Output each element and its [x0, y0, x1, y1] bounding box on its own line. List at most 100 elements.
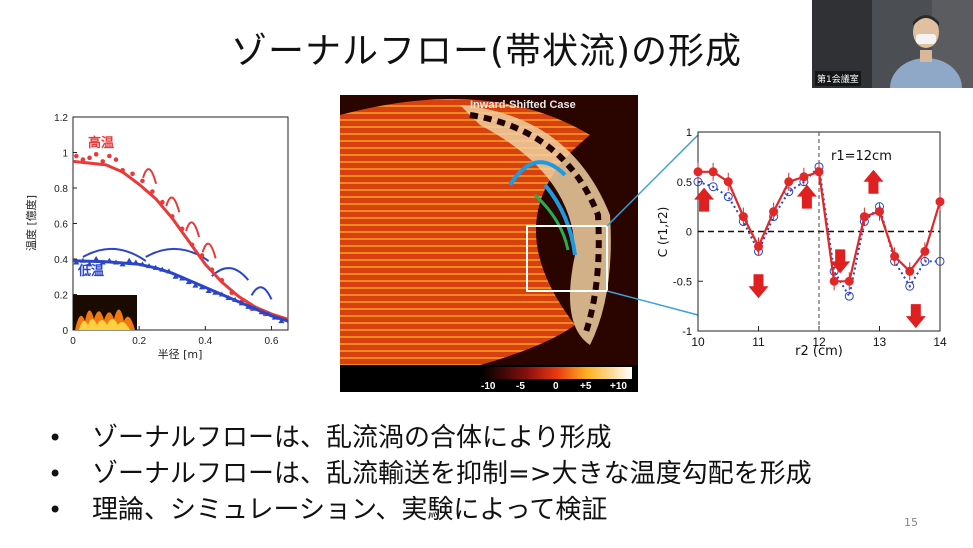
model-point: [708, 182, 718, 192]
data-point: [875, 207, 884, 217]
data-point: [708, 167, 718, 177]
arrow-up-icon: [694, 187, 715, 212]
data-point: [99, 259, 106, 265]
data-point: [160, 199, 165, 205]
data-point: [218, 291, 225, 297]
data-point: [189, 242, 195, 248]
data-point: [212, 289, 219, 295]
bullet-item: • 理論、シミュレーション、実験によって検証: [48, 492, 812, 528]
bullet-list: • ゾーナルフローは、乱流渦の合体により形成 • ゾーナルフローは、乱流輸送を抑制=…: [48, 420, 812, 528]
x-axis-label: 半径 [m]: [158, 347, 203, 361]
data-point: [107, 153, 112, 159]
eddy-arc: [185, 221, 201, 238]
data-point: [150, 189, 155, 194]
data-point: [258, 309, 265, 315]
model-point: [905, 281, 915, 291]
y-tick-label: 1: [62, 149, 68, 160]
colorbar-label: +10: [610, 381, 627, 392]
data-point: [905, 266, 915, 276]
bullet-dot: •: [48, 424, 63, 452]
data-point: [152, 264, 159, 270]
x-tick-label: 11: [752, 335, 765, 349]
zoom-callout-lines: [606, 134, 699, 316]
bullet-dot: •: [48, 496, 63, 524]
data-point: [229, 290, 235, 296]
arrow-down-icon: [748, 274, 769, 299]
model-point: [935, 256, 945, 266]
low-temp-label: 低温: [77, 263, 104, 279]
y-axis-label: 温度 [億度]: [24, 195, 38, 251]
x-tick-label: 0.4: [198, 336, 212, 347]
high-temp-label: 高温: [88, 135, 114, 151]
x-tick-label: 13: [873, 335, 887, 349]
x-axis-label: r2 (cm): [795, 344, 843, 359]
webcam-video: 第1会議室: [812, 0, 973, 88]
arrow-down-icon: [830, 249, 851, 274]
data-point: [146, 263, 153, 269]
simulation-title: Inward-Shifted Case: [470, 99, 576, 111]
zoom-box: [526, 225, 608, 292]
data-point: [890, 251, 900, 261]
data-point: [935, 197, 945, 207]
y-tick-label: -1: [682, 326, 692, 338]
data-point: [179, 275, 186, 281]
data-point: [80, 157, 86, 162]
data-point: [139, 261, 146, 267]
y-tick-label: 0.2: [54, 291, 68, 302]
data-point: [192, 282, 199, 288]
data-point: [859, 212, 869, 222]
data-point: [829, 276, 839, 286]
y-tick-label: 0.5: [677, 177, 692, 189]
data-point: [93, 256, 100, 261]
bullet-text: ゾーナルフローは、乱流渦の合体により形成: [92, 423, 612, 453]
data-point: [87, 155, 92, 161]
data-point: [179, 226, 185, 232]
data-point: [723, 177, 733, 187]
data-point: [106, 257, 113, 263]
data-point: [73, 259, 80, 265]
bullet-item: • ゾーナルフローは、乱流渦の合体により形成: [48, 420, 812, 456]
colorbar: [482, 367, 632, 379]
data-point: [784, 177, 794, 187]
turbulence-simulation: [340, 95, 638, 392]
data-point: [265, 311, 272, 317]
webcam-room-label: 第1会議室: [815, 71, 861, 86]
y-tick-label: 1.2: [54, 113, 68, 124]
eddy-arc: [201, 242, 217, 259]
data-point: [238, 300, 245, 306]
data-point: [79, 257, 86, 263]
colorbar-label: -10: [481, 381, 496, 392]
arrow-up-icon: [796, 184, 817, 209]
data-point: [769, 207, 779, 217]
colorbar-label: -5: [516, 381, 525, 392]
data-point: [754, 241, 763, 251]
data-point: [199, 253, 205, 258]
presenter-figure: [812, 0, 973, 88]
data-point: [199, 284, 205, 290]
y-tick-label: 0.4: [54, 255, 68, 266]
data-point: [113, 259, 119, 265]
data-point: [169, 214, 175, 219]
y-tick-label: 0: [62, 326, 68, 337]
x-tick-label: 12: [812, 335, 826, 349]
data-point: [126, 257, 133, 263]
data-point: [799, 172, 809, 182]
model-line: [697, 164, 940, 299]
arrow-up-icon: [863, 169, 884, 194]
x-tick-label: 10: [691, 335, 705, 349]
data-point: [132, 259, 139, 265]
data-point: [165, 268, 172, 274]
y-tick-label: 0.6: [54, 220, 68, 231]
x-tick-label: 0.2: [132, 336, 146, 347]
eddy-arc: [165, 196, 181, 213]
data-point: [844, 276, 854, 286]
data-point: [693, 167, 703, 177]
data-point: [86, 261, 93, 267]
data-point: [814, 167, 824, 177]
y-tick-label: 0.8: [54, 184, 68, 195]
r1-annotation: r1=12cm: [831, 149, 892, 164]
simulation-image: Inward-Shifted Case -10 -5 0 +5 +10: [340, 95, 638, 392]
colorbar-label: +5: [580, 381, 592, 392]
model-point: [844, 291, 854, 301]
data-point: [172, 273, 179, 279]
